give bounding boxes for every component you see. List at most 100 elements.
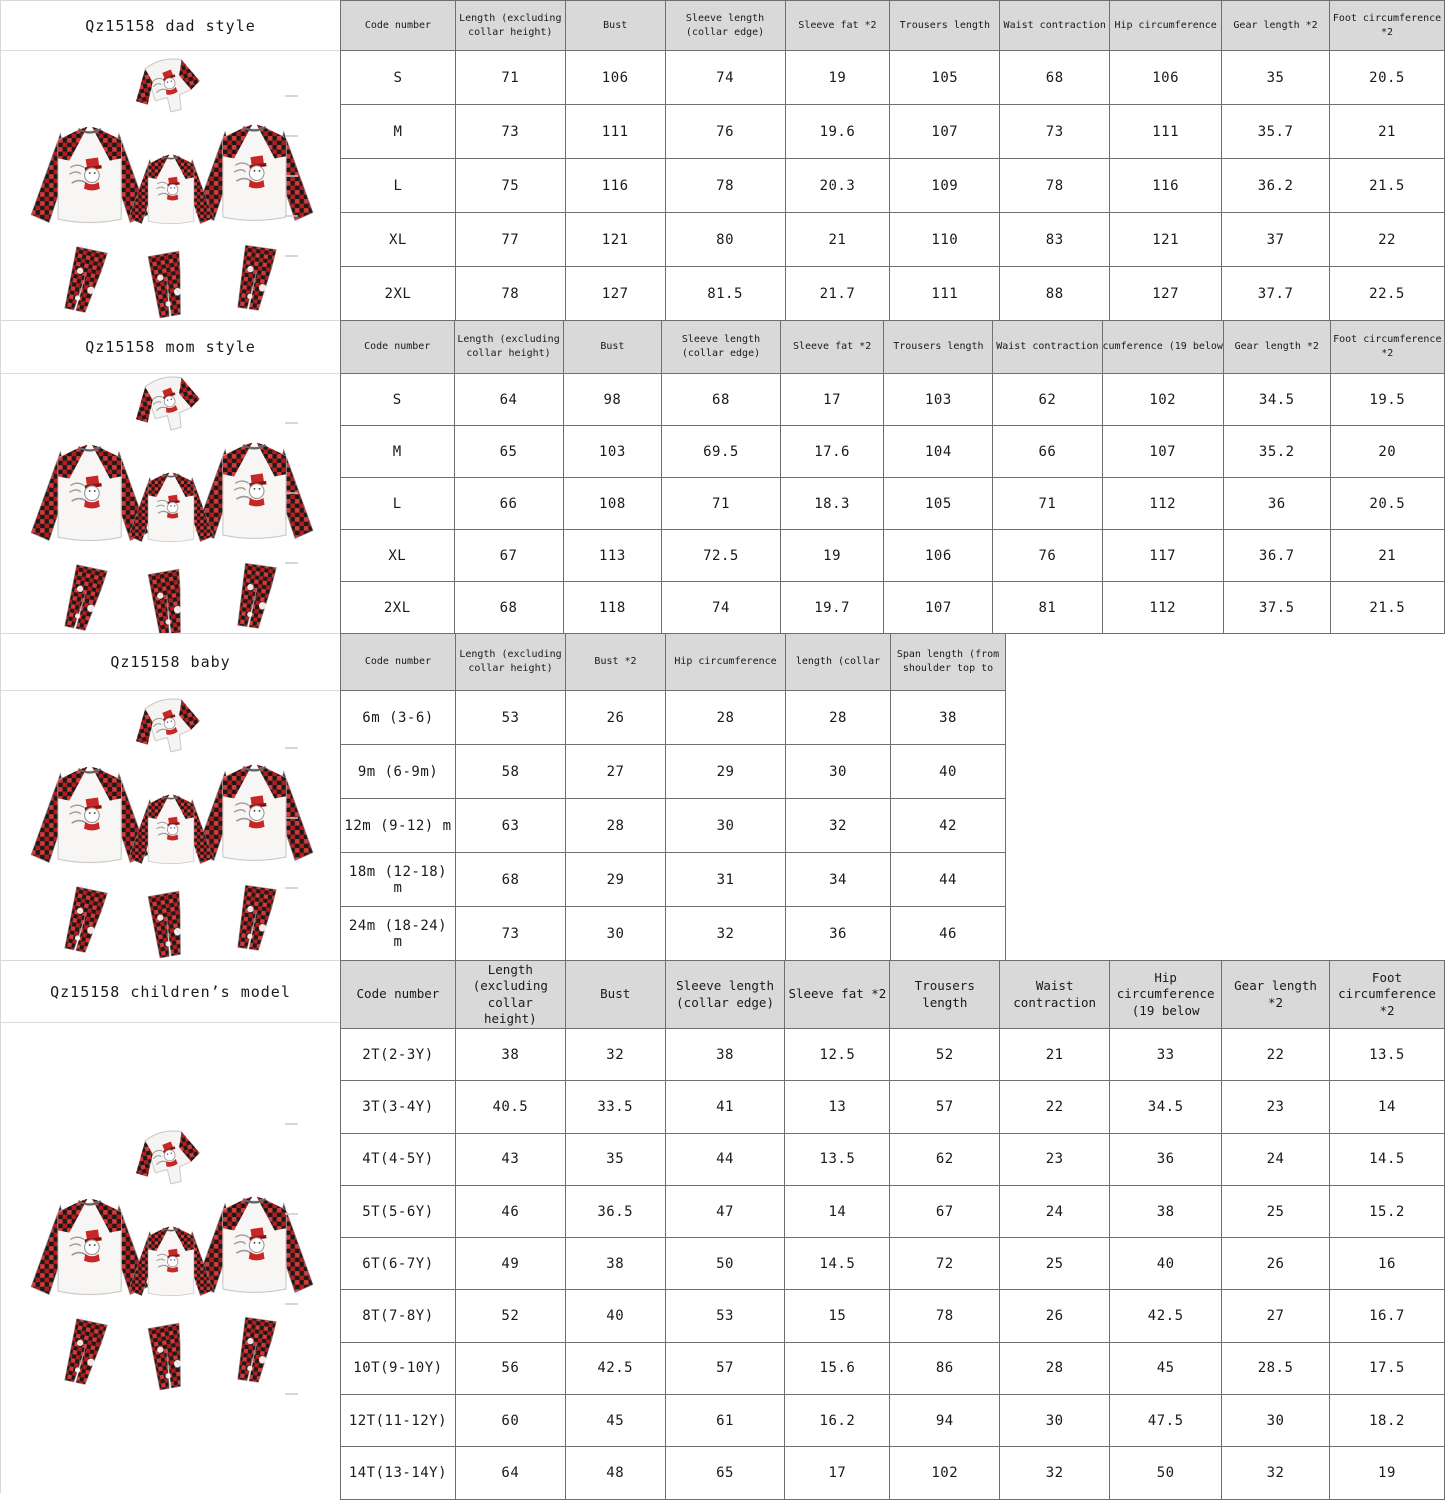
mom-left-panel: Qz15158 mom style xyxy=(0,320,340,633)
measurement-cell: 27 xyxy=(1221,1289,1330,1343)
measurement-cell: 67 xyxy=(889,1184,1001,1239)
measurement-cell: 78 xyxy=(664,158,786,213)
table-row: 14T(13-14Y) 64 48 65 17 102 32 50 32 19 xyxy=(340,1446,1445,1500)
measurement-cell: 37.7 xyxy=(1221,266,1330,321)
children-table-area: Code number Length (excluding collar heig… xyxy=(340,960,1445,1500)
measurement-cell: 108 xyxy=(562,477,663,530)
measurement-cell: 111 xyxy=(1109,104,1223,159)
measurement-cell: 20.5 xyxy=(1329,477,1445,530)
table-row: XL 77 121 80 21 110 83 121 37 22 xyxy=(340,212,1445,267)
column-header: Foot circumference *2 xyxy=(1329,320,1445,374)
measurement-cell: 74 xyxy=(664,50,786,105)
column-header: Sleeve fat *2 xyxy=(784,960,891,1029)
header-row: Code number Length (excluding collar heig… xyxy=(340,320,1445,374)
baby-table-area: Code number Length (excluding collar heig… xyxy=(340,633,1445,961)
size-code-cell: M xyxy=(340,104,456,159)
column-header: Length (excluding collar height) xyxy=(453,320,564,374)
measurement-cell: 71 xyxy=(454,50,566,105)
measurement-cell: 73 xyxy=(454,104,566,159)
measurement-cell: 113 xyxy=(562,529,663,582)
measurement-cell: 26 xyxy=(565,690,666,745)
measurement-cell: 36.5 xyxy=(564,1184,666,1239)
measurement-cell: 112 xyxy=(1101,477,1224,530)
table-row: 5T(5-6Y) 46 36.5 47 14 67 24 38 25 15.2 xyxy=(340,1184,1445,1239)
measurement-cell: 86 xyxy=(889,1341,1001,1396)
measurement-cell: 68 xyxy=(455,852,566,907)
size-code-cell: 6T(6-7Y) xyxy=(340,1237,456,1291)
measurement-cell: 65 xyxy=(453,425,564,478)
marker-dash xyxy=(285,1123,298,1125)
column-header: Bust xyxy=(562,320,663,374)
measurement-cell: 14 xyxy=(1328,1080,1445,1134)
column-header: Code number xyxy=(340,320,455,374)
measurement-cell: 106 xyxy=(564,50,666,105)
measurement-cell: 32 xyxy=(785,798,891,853)
size-table-baby: Code number Length (excluding collar heig… xyxy=(340,633,1006,961)
section-title: Qz15158 mom style xyxy=(1,321,340,374)
measurement-cell: 66 xyxy=(453,477,564,530)
size-code-cell: 14T(13-14Y) xyxy=(340,1446,456,1500)
column-header: Length (excluding collar height) xyxy=(454,960,566,1029)
measurement-cell: 88 xyxy=(999,266,1111,321)
marker-dash xyxy=(285,817,298,819)
measurement-cell: 76 xyxy=(664,104,786,159)
measurement-cell: 44 xyxy=(890,852,1006,907)
measurement-cell: 25 xyxy=(999,1237,1111,1291)
measurement-cell: 47 xyxy=(664,1184,786,1239)
measurement-cell: 17 xyxy=(784,1446,891,1500)
measurement-cell: 75 xyxy=(454,158,566,213)
measurement-cell: 127 xyxy=(1109,266,1223,321)
marker-dash xyxy=(285,422,298,424)
measurement-cell: 19.6 xyxy=(784,104,891,159)
pajama-product-image xyxy=(1,51,340,320)
measurement-cell: 47.5 xyxy=(1109,1394,1223,1448)
size-code-cell: 2T(2-3Y) xyxy=(340,1027,456,1082)
measurement-cell: 40 xyxy=(1109,1237,1223,1291)
size-table-children: Code number Length (excluding collar heig… xyxy=(340,960,1445,1500)
table-row: 18m (12-18) m 68 29 31 34 44 xyxy=(340,852,1006,907)
column-header: Bust xyxy=(564,960,666,1029)
measurement-cell: 127 xyxy=(564,266,666,321)
measurement-cell: 104 xyxy=(883,425,994,478)
measurement-cell: 37 xyxy=(1221,212,1330,267)
table-row: S 64 98 68 17 103 62 102 34.5 19.5 xyxy=(340,373,1445,426)
marker-dash xyxy=(285,95,298,97)
measurement-cell: 60 xyxy=(454,1394,566,1448)
column-header: Bust *2 xyxy=(565,633,666,691)
table-row: 3T(3-4Y) 40.5 33.5 41 13 57 22 34.5 23 14 xyxy=(340,1080,1445,1134)
measurement-cell: 24 xyxy=(1221,1132,1330,1186)
table-row: M 65 103 69.5 17.6 104 66 107 35.2 20 xyxy=(340,425,1445,478)
measurement-cell: 48 xyxy=(564,1446,666,1500)
measurement-cell: 17 xyxy=(779,373,885,426)
measurement-cell: 72 xyxy=(889,1237,1001,1291)
measurement-cell: 33.5 xyxy=(564,1080,666,1134)
table-row: 10T(9-10Y) 56 42.5 57 15.6 86 28 45 28.5 17.5 xyxy=(340,1341,1445,1396)
measurement-cell: 98 xyxy=(562,373,663,426)
measurement-cell: 107 xyxy=(1101,425,1224,478)
table-row: L 66 108 71 18.3 105 71 112 36 20.5 xyxy=(340,477,1445,530)
column-header: Code number xyxy=(340,0,456,51)
header-row: Code number Length (excluding collar heig… xyxy=(340,0,1445,51)
marker-dash xyxy=(285,562,298,564)
measurement-cell: 56 xyxy=(454,1341,566,1396)
measurement-cell: 116 xyxy=(1109,158,1223,213)
measurement-cell: 32 xyxy=(1221,1446,1330,1500)
measurement-cell: 20 xyxy=(1329,425,1445,478)
measurement-cell: 42 xyxy=(890,798,1006,853)
marker-dash xyxy=(285,887,298,889)
measurement-cell: 13.5 xyxy=(1328,1027,1445,1082)
table-row: 24m (18-24) m 73 30 32 36 46 xyxy=(340,906,1006,961)
column-header: Foot circumference *2 xyxy=(1329,0,1445,51)
measurement-cell: 21 xyxy=(1329,104,1445,159)
baby-left-panel: Qz15158 baby xyxy=(0,633,340,960)
table-row: L 75 116 78 20.3 109 78 116 36.2 21.5 xyxy=(340,158,1445,213)
measurement-cell: 19.5 xyxy=(1329,373,1445,426)
size-table-mom: Code number Length (excluding collar heig… xyxy=(340,320,1445,634)
column-header: Code number xyxy=(340,960,456,1029)
table-row: 2XL 78 127 81.5 21.7 111 88 127 37.7 22.5 xyxy=(340,266,1445,321)
measurement-cell: 106 xyxy=(1109,50,1223,105)
measurement-cell: 21.7 xyxy=(784,266,891,321)
table-row: 2XL 68 118 74 19.7 107 81 112 37.5 21.5 xyxy=(340,581,1445,634)
measurement-cell: 68 xyxy=(453,581,564,634)
